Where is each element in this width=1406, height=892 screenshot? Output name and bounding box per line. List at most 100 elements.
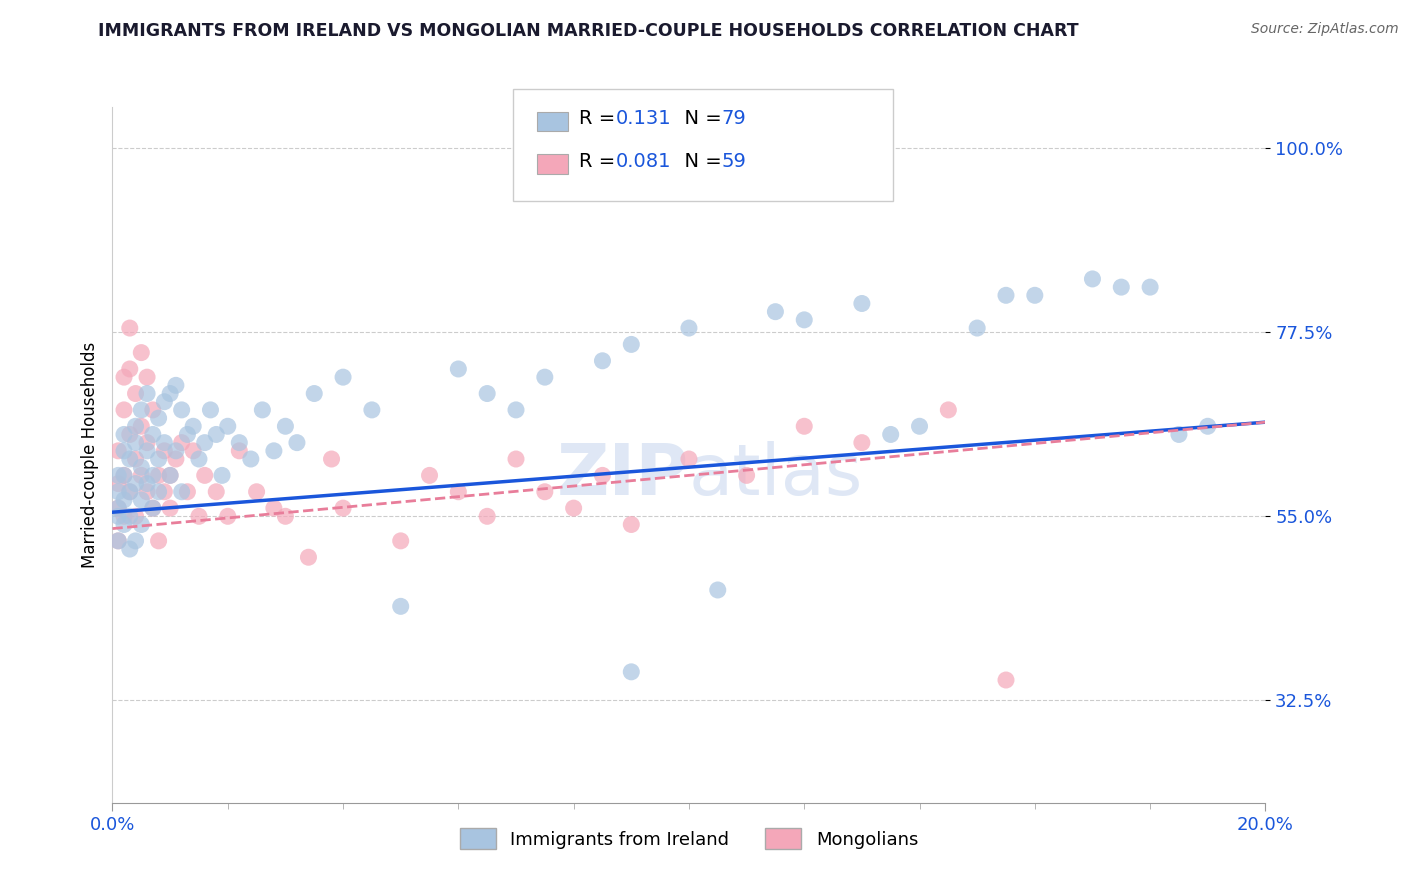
Point bbox=[475, 509, 499, 524]
Point bbox=[1167, 427, 1189, 442]
Point bbox=[217, 419, 239, 434]
Point bbox=[142, 501, 165, 516]
Point bbox=[136, 443, 159, 458]
Point bbox=[112, 403, 135, 417]
Point bbox=[505, 452, 527, 467]
Point bbox=[118, 362, 141, 376]
Point bbox=[129, 345, 153, 359]
Point bbox=[194, 468, 217, 483]
Point bbox=[534, 484, 557, 499]
Point bbox=[136, 435, 159, 450]
Point bbox=[505, 403, 527, 417]
Point bbox=[534, 370, 557, 384]
Point bbox=[107, 501, 129, 516]
Point bbox=[1081, 272, 1104, 286]
Point bbox=[124, 509, 146, 524]
Point bbox=[153, 484, 176, 499]
Point bbox=[136, 484, 159, 499]
Point bbox=[793, 419, 815, 434]
Point bbox=[153, 435, 176, 450]
Point bbox=[297, 550, 319, 565]
Point bbox=[170, 403, 193, 417]
Point bbox=[107, 468, 129, 483]
Point bbox=[124, 386, 146, 401]
Point bbox=[304, 386, 326, 401]
Point bbox=[176, 427, 198, 442]
Point bbox=[205, 427, 228, 442]
Text: R =: R = bbox=[579, 152, 621, 171]
Point bbox=[851, 435, 873, 450]
Text: 59: 59 bbox=[721, 152, 747, 171]
Point bbox=[419, 468, 441, 483]
Point bbox=[148, 468, 170, 483]
Point bbox=[118, 484, 141, 499]
Point bbox=[129, 419, 153, 434]
Point bbox=[908, 419, 931, 434]
Point bbox=[142, 403, 165, 417]
Point bbox=[200, 403, 222, 417]
Point bbox=[170, 484, 193, 499]
Point bbox=[332, 501, 354, 516]
Legend: Immigrants from Ireland, Mongolians: Immigrants from Ireland, Mongolians bbox=[453, 822, 925, 856]
Point bbox=[321, 452, 343, 467]
Point bbox=[389, 599, 412, 614]
Point bbox=[678, 321, 700, 335]
Point bbox=[124, 435, 146, 450]
Point bbox=[107, 533, 129, 548]
Point bbox=[124, 533, 146, 548]
Point bbox=[118, 509, 141, 524]
Point bbox=[112, 370, 135, 384]
Point bbox=[274, 419, 297, 434]
Text: N =: N = bbox=[672, 109, 728, 128]
Text: IMMIGRANTS FROM IRELAND VS MONGOLIAN MARRIED-COUPLE HOUSEHOLDS CORRELATION CHART: IMMIGRANTS FROM IRELAND VS MONGOLIAN MAR… bbox=[98, 22, 1078, 40]
Point bbox=[936, 403, 959, 417]
Point bbox=[620, 337, 643, 351]
Point bbox=[194, 435, 217, 450]
Point bbox=[228, 435, 250, 450]
Point bbox=[112, 427, 135, 442]
Point bbox=[129, 403, 153, 417]
Point bbox=[447, 362, 470, 376]
Point bbox=[112, 468, 135, 483]
Point bbox=[118, 542, 141, 557]
Y-axis label: Married-couple Households: Married-couple Households bbox=[80, 342, 98, 568]
Point bbox=[153, 443, 176, 458]
Point bbox=[217, 509, 239, 524]
Point bbox=[1197, 419, 1219, 434]
Point bbox=[118, 427, 141, 442]
Point bbox=[181, 443, 204, 458]
Point bbox=[239, 452, 262, 467]
Point bbox=[165, 443, 187, 458]
Point bbox=[107, 476, 129, 491]
Point bbox=[995, 673, 1018, 687]
Point bbox=[170, 435, 193, 450]
Point bbox=[124, 476, 146, 491]
Text: 0.131: 0.131 bbox=[616, 109, 672, 128]
Point bbox=[181, 419, 204, 434]
Point bbox=[1139, 280, 1161, 294]
Point bbox=[678, 452, 700, 467]
Point bbox=[129, 460, 153, 475]
Point bbox=[148, 452, 170, 467]
Point bbox=[107, 443, 129, 458]
Text: 0.081: 0.081 bbox=[616, 152, 671, 171]
Text: 79: 79 bbox=[721, 109, 747, 128]
Point bbox=[142, 427, 165, 442]
Point bbox=[124, 452, 146, 467]
Point bbox=[159, 468, 181, 483]
Point bbox=[592, 353, 614, 368]
Point bbox=[148, 411, 170, 425]
Point bbox=[176, 484, 198, 499]
Point bbox=[165, 378, 187, 392]
Point bbox=[148, 533, 170, 548]
Point bbox=[389, 533, 412, 548]
Point bbox=[620, 665, 643, 679]
Point bbox=[1111, 280, 1133, 294]
Point bbox=[142, 468, 165, 483]
Point bbox=[1024, 288, 1046, 302]
Point bbox=[165, 452, 187, 467]
Point bbox=[360, 403, 382, 417]
Point bbox=[159, 386, 181, 401]
Point bbox=[107, 484, 129, 499]
Point bbox=[205, 484, 228, 499]
